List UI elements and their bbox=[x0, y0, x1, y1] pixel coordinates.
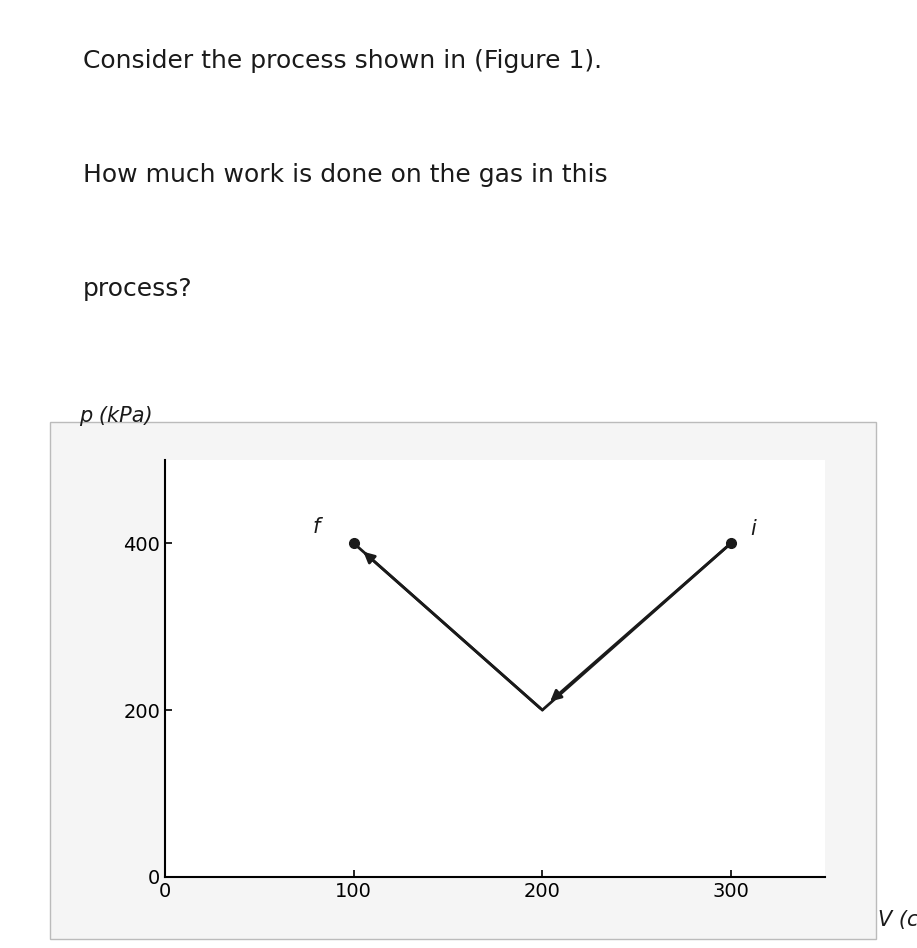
Text: f: f bbox=[313, 517, 320, 537]
Text: V (cm³): V (cm³) bbox=[878, 910, 917, 930]
Text: i: i bbox=[750, 520, 756, 539]
Text: How much work is done on the gas in this: How much work is done on the gas in this bbox=[83, 163, 607, 187]
Text: process?: process? bbox=[83, 277, 193, 301]
Text: p (kPa): p (kPa) bbox=[79, 407, 153, 427]
Text: Consider the process shown in (Figure 1).: Consider the process shown in (Figure 1)… bbox=[83, 49, 602, 73]
